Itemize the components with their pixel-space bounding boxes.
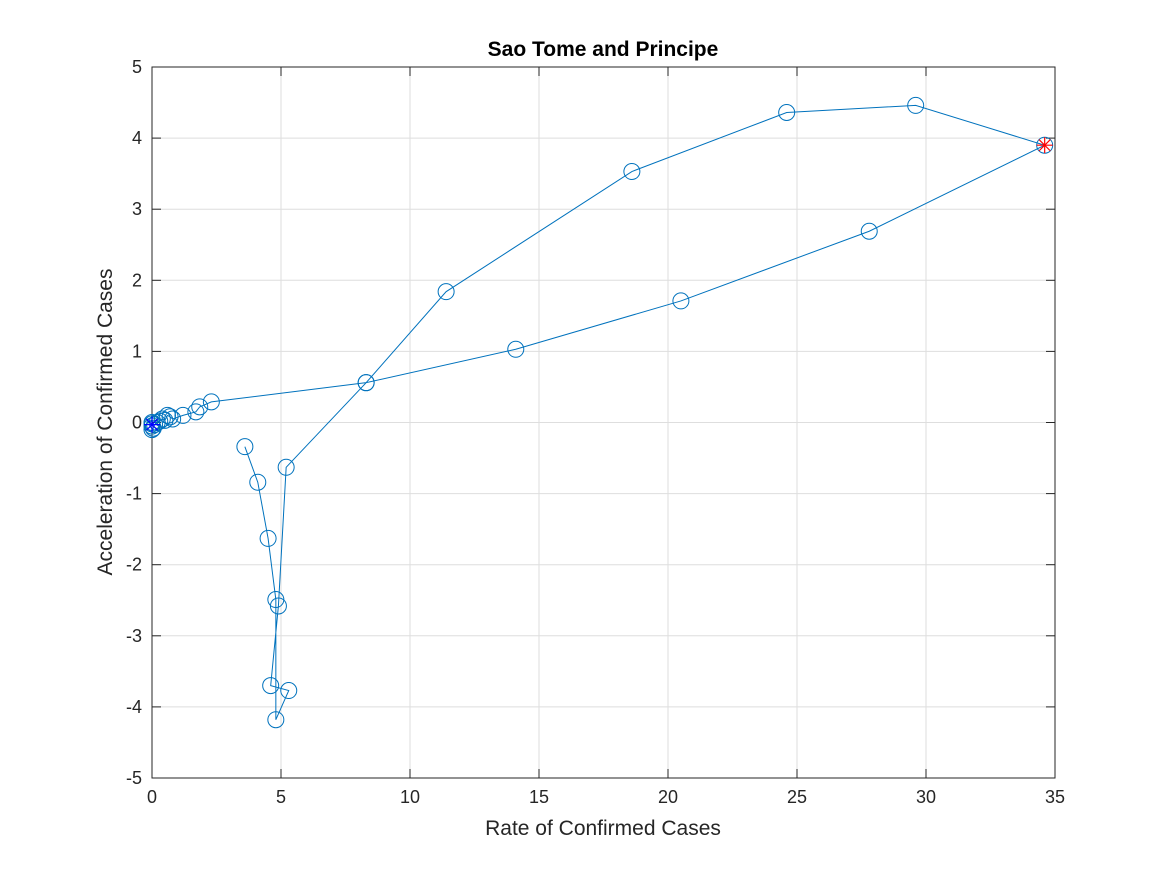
data-point <box>277 458 295 476</box>
data-point <box>158 406 176 424</box>
x-tick-labels: 0 5 10 15 20 25 30 35 <box>147 787 1065 807</box>
data-point <box>161 408 179 426</box>
chart-title: Sao Tome and Principe <box>488 38 719 61</box>
y-tick-label: 2 <box>132 270 142 290</box>
x-tick-label: 15 <box>529 787 549 807</box>
data-point <box>267 591 285 609</box>
y-tick-label: 0 <box>132 413 142 433</box>
data-point <box>267 711 285 729</box>
data-point <box>174 406 192 424</box>
x-tick-label: 30 <box>916 787 936 807</box>
data-point <box>187 403 205 421</box>
y-tick-label: -5 <box>126 768 142 788</box>
y-tick-label: -3 <box>126 626 142 646</box>
data-point <box>259 529 277 547</box>
start-marker <box>144 416 160 433</box>
y-tick-label: 4 <box>132 128 142 148</box>
y-tick-label: 3 <box>132 199 142 219</box>
y-axis-label: Acceleration of Confirmed Cases <box>94 269 117 576</box>
data-point <box>357 374 375 392</box>
data-point <box>164 410 182 428</box>
start-marker-stroke <box>145 418 159 431</box>
data-point <box>437 283 455 301</box>
data-point <box>262 677 280 695</box>
x-axis-label: Rate of Confirmed Cases <box>485 817 721 840</box>
data-point <box>153 410 171 428</box>
end-marker <box>1036 137 1053 154</box>
end-marker-stroke <box>1038 139 1051 152</box>
y-tick-label: 5 <box>132 57 142 77</box>
data-point <box>249 473 267 491</box>
y-tick-labels: -5 -4 -3 -2 -1 0 1 2 3 4 5 <box>126 57 142 788</box>
series-layer <box>143 96 1054 729</box>
data-point <box>907 96 925 114</box>
data-point <box>280 682 298 700</box>
data-point <box>202 393 220 411</box>
y-tick-label: -1 <box>126 484 142 504</box>
data-point <box>672 292 690 310</box>
y-tick-label: 1 <box>132 341 142 361</box>
y-tick-label: -2 <box>126 555 142 575</box>
marker-layer <box>144 137 1053 433</box>
x-tick-label: 0 <box>147 787 157 807</box>
data-point <box>507 340 525 358</box>
x-tick-label: 10 <box>400 787 420 807</box>
data-point <box>860 222 878 240</box>
x-tick-label: 35 <box>1045 787 1065 807</box>
x-tick-label: 20 <box>658 787 678 807</box>
y-tick-label: -4 <box>126 697 142 717</box>
data-point <box>623 163 641 181</box>
x-tick-label: 5 <box>276 787 286 807</box>
data-point <box>236 438 254 456</box>
data-point <box>191 398 209 416</box>
x-tick-label: 25 <box>787 787 807 807</box>
data-point <box>778 104 796 122</box>
